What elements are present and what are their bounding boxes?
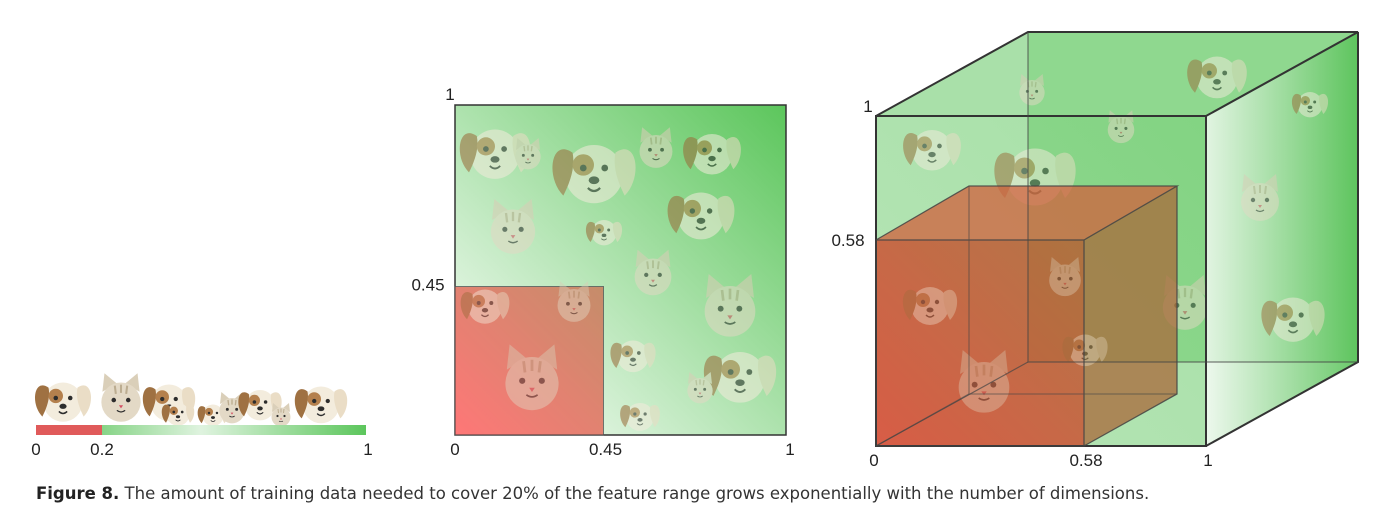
pets-row-1d: [34, 372, 348, 427]
figure-label: Figure 8.: [36, 484, 120, 503]
x-tick-label-3d-1: 1: [1203, 451, 1212, 470]
caption-text: The amount of training data needed to co…: [119, 484, 1150, 503]
dog-icon: [161, 402, 195, 427]
dog-icon: [294, 385, 348, 424]
tick-label-1d-1: 1: [363, 440, 372, 459]
figure-caption: Figure 8. The amount of training data ne…: [36, 484, 1366, 503]
panel-3d: 1 0.58 0 0.58 1: [831, 31, 1359, 470]
coverage-bar-1d: [36, 425, 102, 435]
panel-2d: 1 0.45 0 0.45 1: [411, 85, 794, 459]
cat-icon: [100, 372, 142, 423]
x-tick-label-3d-0: 0: [869, 451, 878, 470]
cube-side-face: [1206, 32, 1358, 446]
x-tick-label-2d-fraction: 0.45: [589, 440, 622, 459]
tick-label-1d-fraction: 0.2: [90, 440, 114, 459]
y-tick-label-3d-1: 1: [863, 97, 872, 116]
coverage-cube-top: [876, 186, 1177, 240]
x-tick-label-3d-fraction: 0.58: [1069, 451, 1102, 470]
y-tick-label-3d-fraction: 0.58: [831, 231, 864, 250]
dog-icon: [34, 381, 92, 423]
x-tick-label-2d-1: 1: [785, 440, 794, 459]
y-tick-label-2d-fraction: 0.45: [411, 276, 444, 295]
feature-bar-1d: [36, 425, 366, 435]
y-tick-label-2d-1: 1: [445, 85, 454, 104]
coverage-cube-edges: [875, 185, 1180, 447]
panel-1d: 0 0.2 1: [31, 372, 373, 459]
x-tick-label-2d-0: 0: [450, 440, 459, 459]
tick-label-1d-0: 0: [31, 440, 40, 459]
coverage-cube-side: [1084, 186, 1177, 446]
